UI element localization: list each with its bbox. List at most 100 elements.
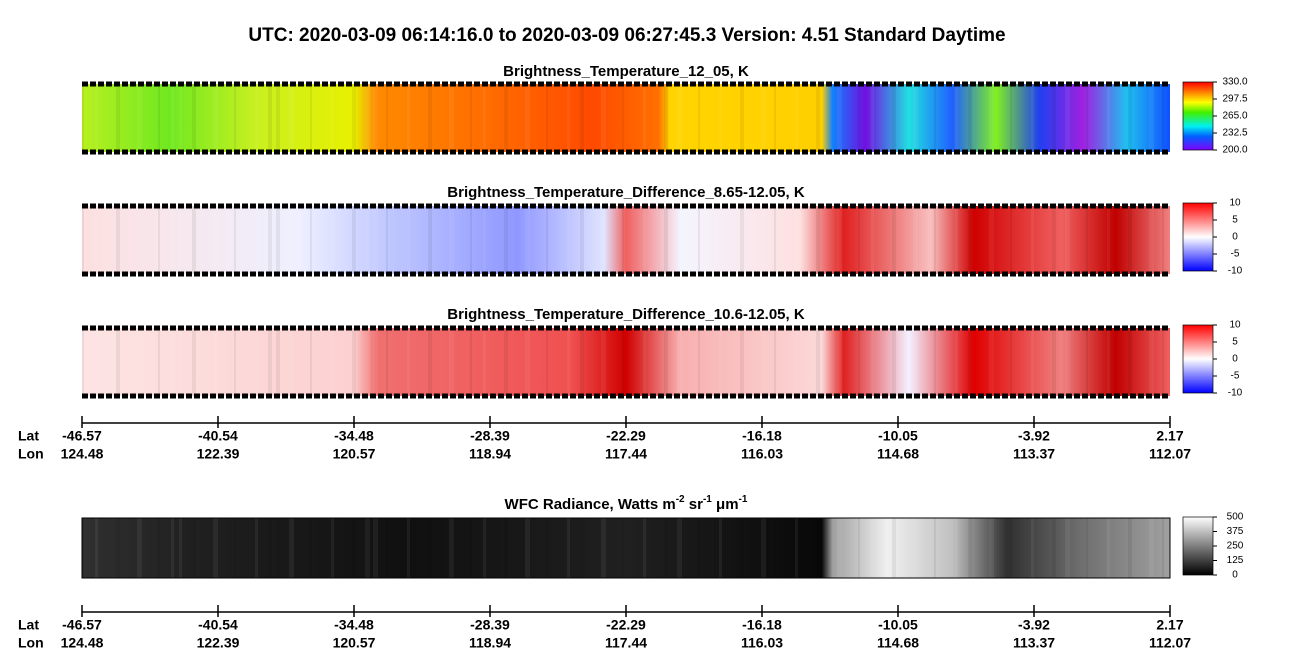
- lat-tick-label: -16.18: [742, 617, 782, 633]
- strip-texture: [1065, 206, 1070, 274]
- strip-texture: [365, 518, 370, 578]
- strip-texture: [483, 206, 486, 274]
- strip-texture: [816, 206, 820, 274]
- lat-tick-label: -10.05: [878, 428, 918, 444]
- strip-texture: [761, 518, 766, 578]
- strip-texture: [137, 206, 142, 274]
- strip-texture: [352, 328, 356, 396]
- strip-texture: [449, 328, 454, 396]
- strip-texture: [968, 206, 972, 274]
- strip-texture: [698, 328, 700, 396]
- lon-tick-label: 116.03: [741, 446, 783, 462]
- strip-texture: [892, 328, 896, 396]
- colorbar-tick-label: 200.0: [1222, 145, 1247, 156]
- strip-texture: [407, 328, 410, 396]
- strip-texture: [740, 518, 744, 578]
- strip-texture: [664, 206, 668, 274]
- colorbar-tick-label: -5: [1231, 249, 1240, 260]
- lon-tick-label: 118.94: [469, 635, 511, 651]
- strip-texture: [373, 518, 378, 578]
- strip-texture: [698, 206, 700, 274]
- strip-texture: [470, 206, 472, 274]
- strip-texture: [1128, 206, 1132, 274]
- lon-label: Lon: [18, 446, 44, 462]
- lat-tick-label: 2.17: [1156, 428, 1183, 444]
- strip-frame: [81, 517, 1171, 579]
- strip-texture: [1162, 518, 1164, 578]
- strip-texture: [234, 206, 236, 274]
- strip-texture: [276, 328, 280, 396]
- strip-texture: [95, 518, 98, 578]
- image-strip: [82, 328, 1170, 396]
- strip-texture: [567, 206, 570, 274]
- strip-texture: [483, 518, 486, 578]
- strip-texture: [837, 518, 842, 578]
- strip-texture: [913, 518, 918, 578]
- strip-texture: [268, 84, 272, 152]
- colorbar-tick-label: -10: [1228, 388, 1243, 399]
- strip-texture: [289, 518, 294, 578]
- panel-title: WFC Radiance, Watts m-2 sr-1 μm-1: [505, 494, 748, 513]
- strip-texture: [116, 328, 120, 396]
- strip-texture: [331, 518, 334, 578]
- strip-texture: [289, 206, 294, 274]
- strip-texture: [795, 328, 798, 396]
- strip-texture: [525, 518, 530, 578]
- image-strip: [82, 84, 1170, 152]
- strip-texture: [428, 518, 432, 578]
- strip-texture: [622, 206, 624, 274]
- strip-texture: [504, 206, 508, 274]
- strip-texture: [171, 328, 174, 396]
- colorbar-tick-label: -5: [1231, 371, 1240, 382]
- strip-texture: [546, 84, 548, 152]
- strip-texture: [179, 84, 182, 152]
- strip-texture: [179, 328, 182, 396]
- strip-texture: [158, 328, 160, 396]
- strip-texture: [310, 328, 312, 396]
- strip-texture: [816, 328, 820, 396]
- strip-texture: [774, 518, 776, 578]
- strip-texture: [664, 84, 668, 152]
- strip-texture: [698, 518, 700, 578]
- strip-texture: [580, 84, 584, 152]
- strip-texture: [373, 84, 378, 152]
- strip-texture: [331, 84, 334, 152]
- strip-texture: [892, 206, 896, 274]
- strip-texture: [1107, 328, 1110, 396]
- strip-texture: [968, 328, 972, 396]
- strip-texture: [504, 84, 508, 152]
- strip-texture: [1086, 328, 1088, 396]
- strip-texture: [968, 518, 972, 578]
- strip-texture: [643, 518, 646, 578]
- strip-texture: [761, 206, 766, 274]
- lat-label: Lat: [18, 428, 39, 444]
- strip-texture: [795, 206, 798, 274]
- colorbar: [1182, 324, 1214, 394]
- strip-texture: [1031, 84, 1034, 152]
- strip-texture: [525, 328, 530, 396]
- strip-texture: [795, 518, 798, 578]
- strip-texture: [913, 328, 918, 396]
- strip-texture: [352, 206, 356, 274]
- colorbar-tick-label: 5: [1232, 337, 1238, 348]
- strip-texture: [179, 206, 182, 274]
- strip-texture: [158, 84, 160, 152]
- strip-texture: [525, 206, 530, 274]
- strip-texture: [276, 518, 280, 578]
- strip-texture: [740, 328, 744, 396]
- strip-texture: [289, 328, 294, 396]
- strip-texture: [913, 206, 918, 274]
- lat-label: Lat: [18, 617, 39, 633]
- lon-tick-label: 114.68: [877, 446, 919, 462]
- strip-texture: [858, 328, 860, 396]
- strip-texture: [289, 84, 294, 152]
- lat-tick-label: 2.17: [1156, 617, 1183, 633]
- strip-texture: [989, 84, 994, 152]
- strip-texture: [428, 328, 432, 396]
- colorbar-tick-label: 0: [1232, 570, 1238, 581]
- strip-texture: [989, 518, 994, 578]
- strip-texture: [276, 84, 280, 152]
- image-strip: [82, 206, 1170, 274]
- strip-texture: [546, 518, 548, 578]
